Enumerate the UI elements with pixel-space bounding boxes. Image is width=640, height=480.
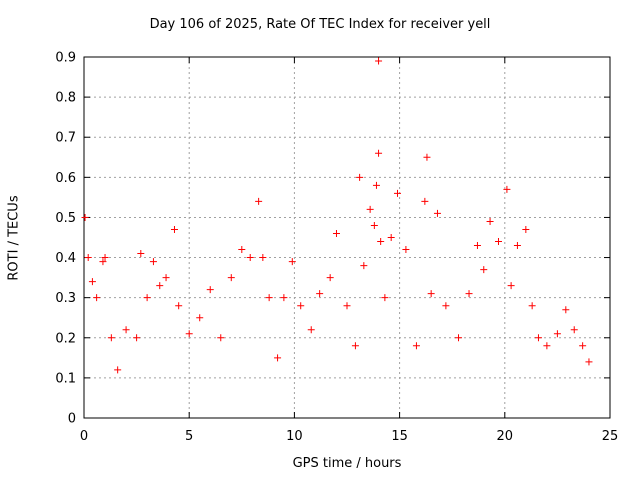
data-point <box>543 342 551 350</box>
data-point <box>393 189 401 197</box>
data-point <box>421 197 429 205</box>
data-point <box>562 306 570 314</box>
data-point <box>162 274 170 282</box>
data-point <box>149 258 157 266</box>
data-point <box>534 334 542 342</box>
data-point <box>402 246 410 254</box>
y-tick-label: 0 <box>68 412 76 427</box>
data-point <box>465 290 473 298</box>
y-axis-label: ROTI / TECUs <box>6 195 22 281</box>
data-point <box>387 234 395 241</box>
data-point <box>255 197 263 205</box>
data-point <box>486 217 494 225</box>
data-point <box>377 238 385 246</box>
data-point <box>579 342 587 350</box>
x-tick-label: 20 <box>497 429 514 444</box>
y-tick-label: 0.8 <box>55 91 76 106</box>
data-point <box>274 354 282 362</box>
data-point <box>101 254 109 262</box>
data-point <box>356 173 364 181</box>
data-point <box>433 209 441 217</box>
data-point <box>473 242 481 250</box>
y-tick-label: 0.5 <box>55 211 76 226</box>
x-tick-label: 5 <box>185 429 193 444</box>
data-point <box>570 326 578 334</box>
data-point <box>238 246 246 254</box>
data-point <box>427 290 435 298</box>
data-point <box>196 314 204 322</box>
y-tick-label: 0.1 <box>55 371 76 386</box>
data-point <box>375 149 383 157</box>
data-point <box>455 334 463 342</box>
data-point <box>507 282 515 290</box>
data-point <box>528 302 536 310</box>
data-point <box>370 221 378 229</box>
data-point <box>227 274 235 282</box>
data-point <box>265 294 273 302</box>
data-point <box>326 274 334 282</box>
data-point <box>99 258 107 266</box>
data-point <box>480 266 488 274</box>
data-point <box>206 286 214 294</box>
y-tick-label: 0.7 <box>55 131 76 146</box>
data-point <box>412 342 420 350</box>
x-tick-label: 25 <box>602 429 619 444</box>
data-point <box>143 294 151 302</box>
plot-frame <box>83 56 611 419</box>
data-point <box>259 254 267 262</box>
data-point <box>585 358 593 366</box>
data-point <box>513 242 521 250</box>
y-tick-label: 0.4 <box>55 251 76 266</box>
data-point <box>217 334 225 342</box>
data-point <box>442 302 450 310</box>
data-point <box>316 290 324 298</box>
data-point <box>81 213 89 221</box>
data-point <box>307 326 315 334</box>
data-point <box>351 342 359 350</box>
data-point <box>122 326 130 334</box>
x-tick-label: 15 <box>391 429 408 444</box>
y-tick-label: 0.9 <box>55 51 76 66</box>
data-point <box>503 185 511 193</box>
data-point <box>332 229 340 237</box>
x-axis-label: GPS time / hours <box>292 456 402 471</box>
data-point <box>280 294 288 302</box>
data-point <box>494 238 502 246</box>
data-point <box>84 254 92 262</box>
data-point <box>175 302 183 310</box>
data-point <box>288 258 296 266</box>
data-point <box>133 334 141 342</box>
data-point <box>93 294 101 302</box>
data-point <box>88 278 96 286</box>
data-point <box>381 294 389 302</box>
data-point <box>372 181 380 189</box>
x-tick-label: 10 <box>286 429 303 444</box>
data-point <box>170 225 178 233</box>
data-point <box>360 262 368 270</box>
data-point <box>423 153 431 161</box>
y-tick-label: 0.3 <box>55 291 76 306</box>
data-point <box>553 330 561 338</box>
y-tick-label: 0.2 <box>55 331 76 346</box>
data-point <box>114 366 122 374</box>
x-tick-label: 0 <box>80 429 88 444</box>
data-point <box>246 254 254 262</box>
y-tick-label: 0.6 <box>55 171 76 186</box>
data-point <box>343 302 351 310</box>
data-point <box>522 225 530 233</box>
data-point <box>107 334 115 342</box>
data-point <box>137 250 145 258</box>
data-point <box>366 205 374 213</box>
data-point <box>185 330 193 338</box>
data-point <box>375 57 383 65</box>
data-point <box>297 302 305 310</box>
data-point <box>156 282 164 290</box>
chart-title: Day 106 of 2025, Rate Of TEC Index for r… <box>149 17 491 32</box>
